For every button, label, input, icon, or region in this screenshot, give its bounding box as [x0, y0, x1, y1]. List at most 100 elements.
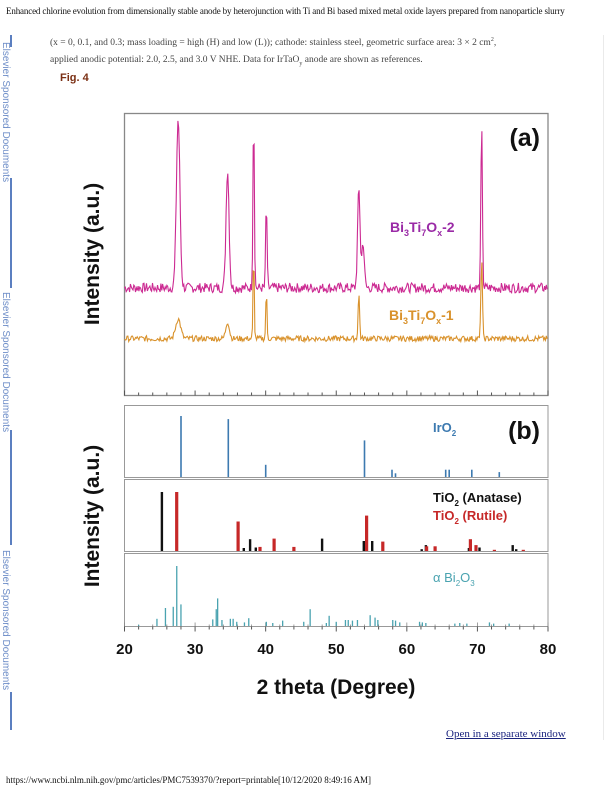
bar-alpha-bi2o3 [344, 620, 347, 626]
legend-iro2: IrO2 [433, 420, 457, 438]
bar-alpha-bi2o3 [172, 606, 174, 626]
x-tick-label: 80 [540, 641, 557, 658]
caption-line-1: (x = 0, 0.1, and 0.3; mass loading = hig… [50, 32, 590, 52]
bar-alpha-bi2o3 [138, 624, 140, 626]
open-in-separate-window-link[interactable]: Open in a separate window [446, 728, 566, 740]
panel-label-a: (a) [509, 124, 540, 152]
panel-label-b: (b) [508, 417, 540, 445]
panel-b-bi2o3-frame [124, 553, 549, 627]
bar-alpha-bi2o3 [282, 620, 284, 626]
elsevier-sponsored-sidebar: Elsevier Sponsored Documents Elsevier Sp… [0, 30, 22, 730]
ylabel-panel-a: Intensity (a.u.) [81, 183, 104, 325]
bar-alpha-bi2o3 [377, 620, 379, 626]
panel-a-frame [123, 112, 549, 397]
bar-tio2-anatase [248, 539, 252, 551]
x-tick-label: 60 [398, 641, 415, 658]
bar-iro2 [498, 472, 501, 477]
bar-iro2 [471, 469, 473, 477]
bar-iro2 [394, 473, 397, 477]
bar-alpha-bi2o3 [212, 619, 214, 626]
bar-tio2-rutile [381, 541, 385, 551]
bar-alpha-bi2o3 [272, 623, 274, 626]
x-tick-labels: 20 30 40 50 60 70 80 [116, 641, 556, 658]
bar-tio2-anatase [511, 545, 514, 551]
bar-tio2-rutile [258, 546, 262, 551]
bar-alpha-bi2o3 [459, 623, 461, 626]
bar-tio2-anatase [371, 541, 374, 551]
bar-tio2-rutile [433, 546, 437, 551]
bar-alpha-bi2o3 [418, 621, 421, 626]
x-tick-label: 50 [328, 641, 345, 658]
bar-alpha-bi2o3 [356, 620, 359, 626]
bar-iro2 [180, 416, 182, 477]
caption-text: anode are shown as references. [302, 55, 423, 66]
bar-alpha-bi2o3 [347, 620, 349, 626]
x-tick-label: 30 [187, 641, 204, 658]
caption-superscript: 2 [490, 37, 494, 43]
bar-alpha-bi2o3 [265, 621, 267, 626]
bar-alpha-bi2o3 [328, 615, 330, 626]
sidebar-divider [10, 692, 12, 730]
figure-caption: (x = 0, 0.1, and 0.3; mass loading = hig… [50, 32, 590, 73]
bar-tio2-rutile [272, 538, 276, 551]
bars-bi2o3 [138, 566, 510, 626]
bar-tio2-anatase [362, 541, 365, 551]
bar-alpha-bi2o3 [488, 622, 491, 626]
bar-alpha-bi2o3 [335, 621, 337, 626]
bar-alpha-bi2o3 [236, 621, 238, 626]
caption-line-2: applied anodic potential: 2.0, 2.5, and … [50, 52, 590, 73]
bar-tio2-anatase [515, 549, 518, 551]
bar-alpha-bi2o3 [394, 620, 397, 626]
bar-tio2-anatase [420, 549, 423, 551]
document-header-title: Enhanced chlorine evolution from dimensi… [6, 6, 565, 16]
bars-rutile [175, 492, 525, 551]
bar-alpha-bi2o3 [374, 617, 376, 626]
trace-bi3ti7ox-2 [124, 120, 548, 295]
bar-alpha-bi2o3 [309, 609, 311, 626]
bar-alpha-bi2o3 [369, 615, 371, 626]
legend-alpha-bi2o3: α Bi2O3 [433, 570, 475, 588]
bar-tio2-rutile [175, 492, 179, 551]
bar-tio2-rutile [474, 545, 478, 551]
bar-tio2-rutile [521, 549, 525, 551]
bar-alpha-bi2o3 [221, 620, 223, 626]
legend-bi3ti7ox-1: Bi3Ti7Ox-1 [389, 307, 454, 326]
bar-alpha-bi2o3 [421, 622, 423, 626]
legend-tio2-rutile: TiO2 (Rutile) [433, 508, 507, 526]
bar-alpha-bi2o3 [156, 618, 158, 626]
bar-alpha-bi2o3 [215, 609, 217, 626]
bar-tio2-anatase [254, 547, 257, 551]
bar-alpha-bi2o3 [229, 618, 231, 626]
bar-alpha-bi2o3 [399, 622, 401, 626]
bar-alpha-bi2o3 [392, 620, 394, 626]
panel-a-ticks [124, 390, 549, 396]
caption-text: applied anodic potential: 2.0, 2.5, and … [50, 55, 300, 66]
bar-alpha-bi2o3 [351, 620, 354, 626]
bar-alpha-bi2o3 [508, 623, 510, 626]
bars-iro2 [180, 416, 501, 477]
xrd-figure: Intensity (a.u.) Intensity (a.u.) (a) (b… [81, 112, 556, 699]
legend-bi3ti7ox-2: Bi3Ti7Ox-2 [390, 219, 455, 238]
bar-tio2-rutile [236, 521, 240, 551]
bar-iro2 [444, 469, 447, 477]
x-tick-label: 40 [257, 641, 274, 658]
bar-tio2-anatase [478, 547, 481, 551]
bar-alpha-bi2o3 [243, 622, 246, 626]
figure-label: Fig. 4 [60, 72, 89, 84]
sidebar-divider [10, 35, 12, 47]
bar-alpha-bi2o3 [176, 566, 178, 626]
bar-tio2-anatase [160, 492, 164, 551]
panel-b-ticks [124, 622, 549, 632]
x-tick-label: 20 [116, 641, 133, 658]
bar-alpha-bi2o3 [466, 623, 468, 626]
bar-alpha-bi2o3 [248, 618, 250, 626]
bar-alpha-bi2o3 [493, 623, 495, 626]
bar-alpha-bi2o3 [454, 623, 456, 626]
x-tick-label: 70 [469, 641, 486, 658]
bar-tio2-rutile [468, 539, 472, 551]
bar-iro2 [227, 419, 230, 477]
sidebar-divider [10, 178, 12, 288]
caption-text: , [493, 38, 497, 49]
bar-tio2-rutile [425, 546, 429, 551]
bar-iro2 [363, 440, 366, 477]
